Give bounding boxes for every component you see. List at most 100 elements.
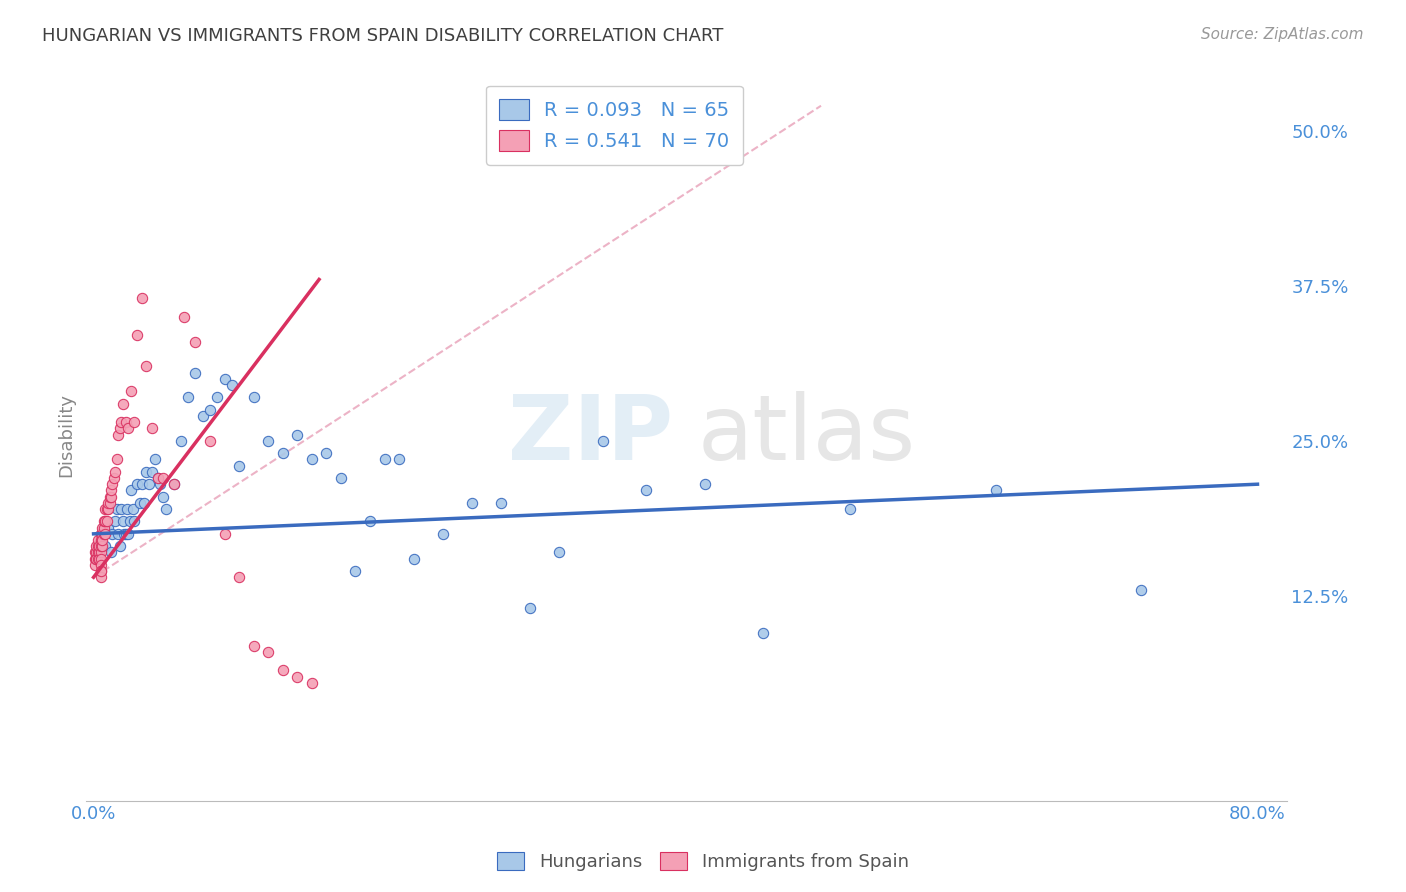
Point [127,328,149,343]
Point [91,521,114,535]
Point [87,551,110,566]
Point [141,465,163,479]
Point [432,526,454,541]
Point [301,452,323,467]
Point [489,496,512,510]
Point [90,533,112,547]
Point [93,526,115,541]
Point [98,496,121,510]
Point [242,390,264,404]
Point [155,502,177,516]
Point [114,415,136,429]
Point [141,421,163,435]
Point [146,471,169,485]
Point [87,533,110,547]
Point [636,483,658,498]
Point [548,545,571,559]
Point [108,421,131,435]
Point [94,526,117,541]
Point [93,515,115,529]
Point [100,545,122,559]
Point [97,502,120,516]
Point [117,421,139,435]
Point [89,551,111,566]
Point [402,551,425,566]
Point [94,502,117,516]
Point [152,490,174,504]
Legend: Hungarians, Immigrants from Spain: Hungarians, Immigrants from Spain [491,845,915,879]
Point [184,334,207,349]
Point [98,490,121,504]
Point [388,452,411,467]
Point [257,434,280,448]
Point [519,601,541,615]
Point [108,539,131,553]
Point [124,415,146,429]
Point [90,564,112,578]
Point [207,390,229,404]
Point [127,477,149,491]
Point [96,515,118,529]
Point [198,402,221,417]
Point [135,359,157,374]
Point [285,669,308,683]
Point [91,539,114,553]
Point [242,639,264,653]
Point [271,446,294,460]
Point [87,545,110,559]
Legend: R = 0.093   N = 65, R = 0.541   N = 70: R = 0.093 N = 65, R = 0.541 N = 70 [486,86,742,165]
Point [90,526,112,541]
Point [984,483,1007,498]
Point [90,551,112,566]
Point [173,310,195,324]
Point [120,483,142,498]
Point [839,502,862,516]
Point [146,471,169,485]
Text: atlas: atlas [697,391,915,479]
Point [101,477,124,491]
Point [114,526,136,541]
Point [329,471,352,485]
Point [344,564,367,578]
Point [152,471,174,485]
Point [111,515,134,529]
Point [107,427,129,442]
Point [117,526,139,541]
Point [90,570,112,584]
Point [84,551,107,566]
Point [90,558,112,572]
Point [129,496,152,510]
Point [121,502,143,516]
Point [149,477,172,491]
Point [86,551,108,566]
Point [214,372,236,386]
Point [184,366,207,380]
Point [131,291,153,305]
Point [315,446,337,460]
Point [170,434,193,448]
Text: HUNGARIAN VS IMMIGRANTS FROM SPAIN DISABILITY CORRELATION CHART: HUNGARIAN VS IMMIGRANTS FROM SPAIN DISAB… [42,27,724,45]
Point [162,477,184,491]
Point [91,533,114,547]
Point [228,570,250,584]
Point [90,564,112,578]
Point [100,490,122,504]
Point [103,471,125,485]
Text: ZIP: ZIP [508,391,673,479]
Point [120,384,142,398]
Point [221,378,243,392]
Point [124,515,146,529]
Point [592,434,614,448]
Point [96,502,118,516]
Point [86,539,108,553]
Point [285,427,308,442]
Point [162,477,184,491]
Point [104,465,127,479]
Text: Source: ZipAtlas.com: Source: ZipAtlas.com [1201,27,1364,42]
Point [112,526,135,541]
Point [214,526,236,541]
Point [143,452,166,467]
Point [86,545,108,559]
Point [84,545,107,559]
Point [105,452,128,467]
